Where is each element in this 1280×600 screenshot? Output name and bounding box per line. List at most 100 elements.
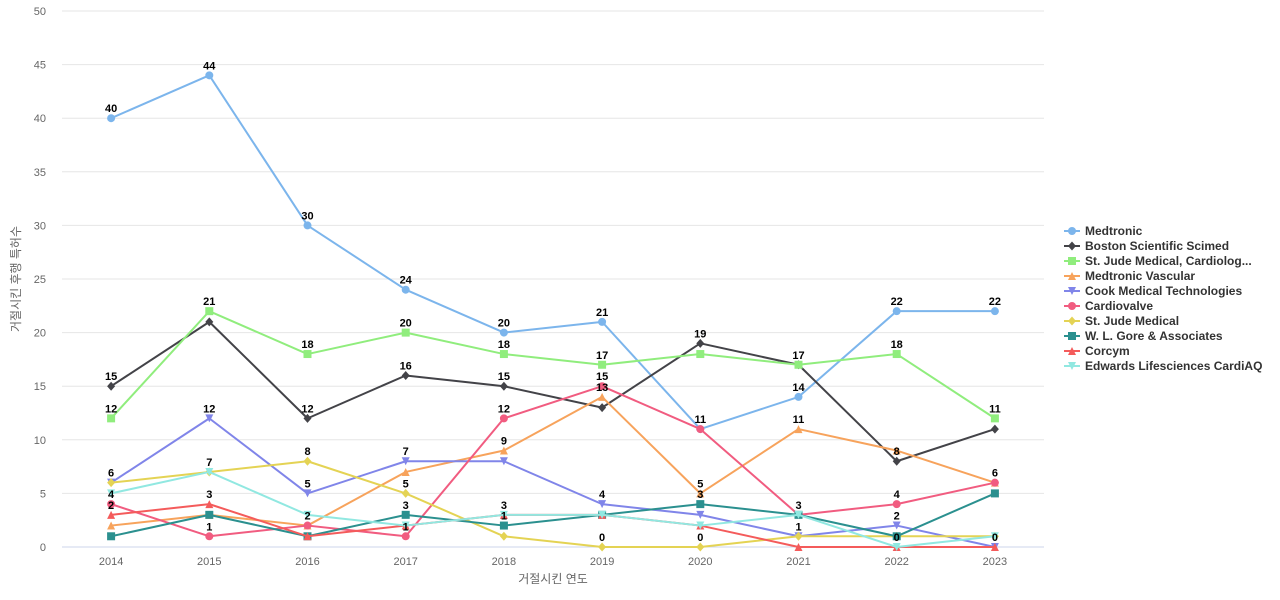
data-point <box>892 521 901 530</box>
data-label: 1 <box>206 521 212 533</box>
data-point <box>401 510 410 519</box>
data-label: 21 <box>203 296 215 308</box>
data-label: 19 <box>694 328 706 340</box>
series-cook-medical-technologies <box>107 414 999 551</box>
data-point <box>303 456 312 466</box>
data-point <box>696 425 705 434</box>
x-tick-label: 2019 <box>590 556 614 568</box>
data-label: 7 <box>403 446 409 458</box>
data-point <box>401 457 410 466</box>
data-point <box>499 328 508 337</box>
y-axis-title: 거절시킨 후행 특허수 <box>8 226 23 332</box>
data-label: 0 <box>894 532 900 544</box>
data-point <box>303 413 312 423</box>
series-medtronic <box>107 71 999 434</box>
y-tick-label: 5 <box>40 488 46 500</box>
data-point <box>892 350 901 359</box>
data-point <box>107 532 116 541</box>
series-group <box>107 71 999 552</box>
data-point <box>794 392 803 401</box>
y-tick-label: 40 <box>34 113 46 125</box>
data-label: 22 <box>989 296 1001 308</box>
data-point <box>696 510 705 519</box>
y-tick-label: 15 <box>34 381 46 393</box>
data-point <box>303 221 312 230</box>
data-point <box>107 414 116 423</box>
data-point <box>401 370 410 380</box>
series-line <box>110 460 995 548</box>
data-point <box>892 456 901 466</box>
data-point <box>499 446 508 455</box>
data-point <box>303 350 312 359</box>
data-point <box>696 350 705 359</box>
x-tick-label: 2022 <box>884 556 908 568</box>
x-tick-label: 2018 <box>492 556 516 568</box>
data-label: 20 <box>400 318 412 330</box>
y-axis-ticks: 0 5 10 15 20 25 30 35 40 45 50 <box>34 6 46 554</box>
data-label: 14 <box>792 382 805 394</box>
data-point <box>598 500 607 509</box>
data-point <box>107 478 116 488</box>
data-point <box>696 338 705 348</box>
y-tick-label: 35 <box>34 167 46 179</box>
legend-label: St. Jude Medical <box>1085 314 1179 328</box>
data-label: 0 <box>992 532 998 544</box>
y-tick-label: 25 <box>34 274 46 286</box>
legend-item: Medtronic Vascular <box>1064 269 1195 283</box>
data-point <box>205 307 214 316</box>
series-line <box>110 385 996 538</box>
data-point <box>303 489 312 498</box>
data-label: 7 <box>206 457 212 469</box>
gridlines <box>62 10 1044 494</box>
data-point <box>205 532 214 541</box>
data-label: 44 <box>203 60 216 72</box>
data-point <box>107 381 116 391</box>
data-point <box>892 500 901 509</box>
series-line <box>110 470 996 548</box>
series-st-jude-medical-cardiolog <box>107 307 999 423</box>
data-label: 17 <box>596 350 608 362</box>
legend-label: Corcym <box>1085 344 1130 358</box>
data-label: 15 <box>596 371 608 383</box>
x-tick-label: 2016 <box>295 556 319 568</box>
data-point <box>499 531 508 541</box>
data-label: 3 <box>403 500 409 512</box>
data-point <box>892 307 901 316</box>
data-label: 12 <box>105 403 117 415</box>
data-label: 3 <box>501 500 507 512</box>
data-point <box>205 414 214 423</box>
x-tick-label: 2014 <box>99 556 123 568</box>
data-point <box>205 467 214 476</box>
data-point <box>205 71 214 80</box>
data-label: 40 <box>105 103 117 115</box>
data-point <box>598 382 607 391</box>
data-label: 3 <box>206 489 212 501</box>
legend-item: Medtronic <box>1064 224 1143 238</box>
data-point <box>696 521 705 530</box>
data-point <box>107 489 116 498</box>
legend-item: Edwards Lifesciences CardiAQ <box>1064 359 1262 373</box>
legend-marker <box>1068 272 1076 280</box>
legend-marker <box>1068 347 1076 355</box>
data-label: 1 <box>795 521 801 533</box>
data-point <box>401 285 410 294</box>
legend-label: St. Jude Medical, Cardiolog... <box>1085 254 1252 268</box>
legend-item: St. Jude Medical <box>1064 314 1179 328</box>
legend-item: W. L. Gore & Associates <box>1064 329 1223 343</box>
legend-item: Corcym <box>1064 344 1130 358</box>
data-point <box>303 521 312 530</box>
data-point <box>598 403 607 413</box>
data-label: 18 <box>498 339 510 351</box>
series-line <box>110 503 995 548</box>
data-point <box>990 424 999 434</box>
data-label: 17 <box>792 350 804 362</box>
series-cardiovalve <box>107 382 999 541</box>
data-label: 30 <box>301 210 313 222</box>
data-label: 2 <box>108 500 114 512</box>
data-label: 6 <box>992 468 998 480</box>
legend-marker <box>1068 287 1076 295</box>
data-point <box>990 489 999 498</box>
data-point <box>696 542 705 552</box>
legend-label: Cardiovalve <box>1085 299 1153 313</box>
